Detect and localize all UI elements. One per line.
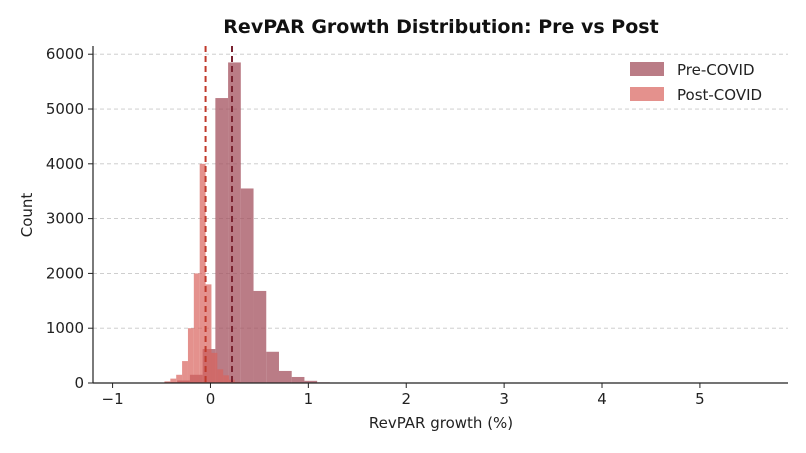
- x-tick-label: 1: [304, 390, 314, 408]
- y-axis-label: Count: [18, 193, 36, 238]
- bar: [304, 380, 318, 383]
- bar: [193, 273, 200, 383]
- bar: [266, 351, 279, 383]
- bar: [228, 62, 241, 383]
- bar: [176, 374, 183, 383]
- bar: [223, 375, 230, 383]
- bar: [205, 284, 212, 383]
- bar: [199, 163, 206, 383]
- series-pre-covid: [164, 62, 330, 383]
- bar: [164, 381, 171, 383]
- x-ticks: −1 0 1 2 3 4 5: [102, 383, 705, 408]
- legend-swatch: [630, 62, 664, 76]
- y-tick-label: 1000: [46, 319, 84, 337]
- y-tick-label: 0: [74, 374, 84, 392]
- x-tick-label: 0: [206, 390, 216, 408]
- y-tick-label: 4000: [46, 155, 84, 173]
- bar: [217, 369, 224, 383]
- x-tick-label: 5: [695, 390, 705, 408]
- axes: [92, 46, 788, 384]
- y-tick-label: 5000: [46, 100, 84, 118]
- x-tick-label: 2: [401, 390, 411, 408]
- bar: [182, 361, 188, 383]
- legend-label: Post-COVID: [677, 86, 762, 104]
- chart-title: RevPAR Growth Distribution: Pre vs Post: [223, 16, 658, 38]
- bar: [215, 98, 229, 383]
- x-tick-label: 4: [597, 390, 607, 408]
- histogram-bars: [164, 62, 330, 383]
- bar: [278, 370, 292, 383]
- bar: [253, 290, 267, 383]
- bar: [170, 378, 177, 383]
- legend: Pre-COVID Post-COVID: [630, 61, 762, 104]
- y-tick-label: 3000: [46, 210, 84, 228]
- x-tick-label: 3: [499, 390, 509, 408]
- series-post-covid: [164, 163, 241, 383]
- y-tick-label: 2000: [46, 264, 84, 282]
- bar: [240, 188, 254, 383]
- y-ticks: 0 1000 2000 3000 4000 5000 6000: [46, 45, 93, 392]
- bar: [291, 376, 305, 383]
- y-tick-label: 6000: [46, 45, 84, 63]
- legend-swatch: [630, 87, 664, 101]
- mean-lines: [204, 46, 233, 383]
- bar: [211, 352, 218, 383]
- x-axis-label: RevPAR growth (%): [369, 414, 513, 432]
- bar: [187, 328, 194, 383]
- x-tick-label: −1: [102, 390, 124, 408]
- legend-label: Pre-COVID: [677, 61, 755, 79]
